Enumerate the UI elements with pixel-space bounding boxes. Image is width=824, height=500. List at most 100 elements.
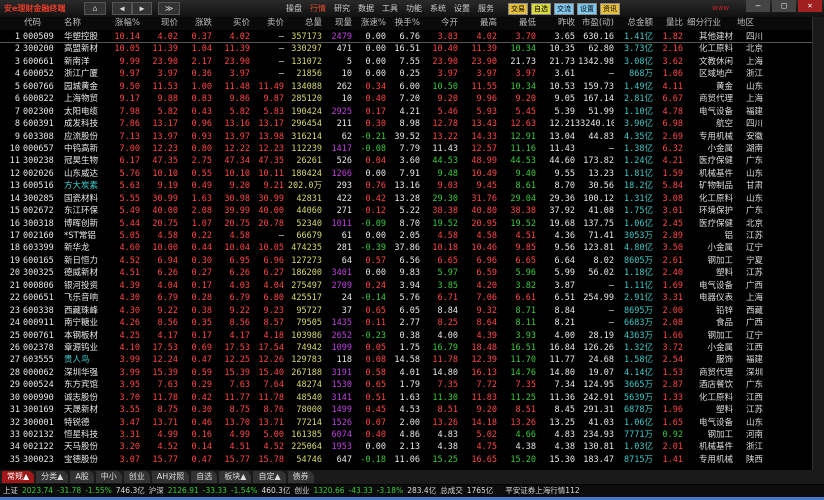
table-row[interactable]: 28 000062 深圳华强 3.99 15.39 0.59 15.39 15.40 26718… xyxy=(0,367,812,379)
column-header[interactable]: 名称 xyxy=(64,18,82,28)
back-button[interactable]: ◀ xyxy=(112,2,132,15)
table-row[interactable]: 34 002122 天马股份 3.20 4.52 0.14 4.51 4.52 225064 19… xyxy=(0,441,812,453)
column-header[interactable]: 今开 xyxy=(440,18,458,28)
tab-9[interactable]: 债券 xyxy=(287,471,314,483)
stock-name: 德威新材 xyxy=(64,268,99,279)
quick-button[interactable]: 交流 xyxy=(554,3,574,15)
table-row[interactable]: 21 000806 银河投资 4.39 4.04 0.17 4.03 4.04 275497 27… xyxy=(0,280,812,292)
table-row[interactable]: 29 000524 东方宾馆 3.95 7.63 0.29 7.63 7.64 48274 153… xyxy=(0,379,812,391)
tab-7[interactable]: 板块▲ xyxy=(219,471,252,483)
forward-button[interactable]: ▶ xyxy=(132,2,152,15)
vertical-scrollbar[interactable] xyxy=(812,17,824,470)
menu-item[interactable]: 行情 xyxy=(310,4,326,13)
menu-item[interactable]: 功能 xyxy=(406,4,422,13)
speed-pct: 0.04 xyxy=(365,156,386,167)
table-row[interactable]: 8 600391 成发科技 7.86 13.17 0.96 13.16 13.17 296454… xyxy=(0,118,812,130)
menu-item[interactable]: 服务 xyxy=(478,4,494,13)
table-row[interactable]: 20 300325 德威新材 4.51 6.26 0.27 6.26 6.27 186200 34… xyxy=(0,267,812,279)
table-row[interactable]: 6 600822 上海物贸 9.17 9.88 0.83 9.86 9.87 285120 10 0… xyxy=(0,93,812,105)
tab-1[interactable]: 分类▲ xyxy=(36,471,69,483)
table-row[interactable]: 12 002026 山东威达 5.76 10.10 0.55 10.10 10.11 18042… xyxy=(0,168,812,180)
table-row[interactable]: 30 000990 诚志股份 3.70 11.78 0.42 11.77 11.78 48540… xyxy=(0,392,812,404)
table-row[interactable]: 9 603308 应流股份 7.13 13.97 0.93 13.97 13.98 316214… xyxy=(0,131,812,143)
menu-item[interactable]: 设置 xyxy=(454,4,470,13)
table-row[interactable]: 22 600651 飞乐音响 4.30 6.79 0.28 6.79 6.80 425517 24… xyxy=(0,292,812,304)
minimize-button[interactable]: – xyxy=(746,0,770,12)
table-row[interactable]: 2 300200 高盟新材 10.05 11.39 1.04 11.39 — 330297 471… xyxy=(0,43,812,55)
menu-item[interactable]: 系统 xyxy=(430,4,446,13)
column-header[interactable]: 量比 xyxy=(665,18,683,28)
tab-2[interactable]: A股 xyxy=(70,471,94,483)
column-header[interactable]: 总量 xyxy=(304,18,322,28)
column-header[interactable]: 地区 xyxy=(737,18,755,28)
column-header[interactable]: 买价 xyxy=(232,18,250,28)
stock-name: 浙江广厦 xyxy=(64,69,99,80)
column-header[interactable]: 涨速% xyxy=(360,18,386,28)
column-header[interactable]: 市盈(动) xyxy=(581,18,614,28)
column-header[interactable]: 现量 xyxy=(334,18,352,28)
quick-button[interactable]: 自选 xyxy=(531,3,551,15)
high: 14.18 xyxy=(471,417,497,428)
quick-button[interactable]: 资讯 xyxy=(600,3,620,15)
table-row[interactable]: 18 603399 新华龙 4.60 10.00 0.44 10.04 10.05 474235… xyxy=(0,242,812,254)
home-button[interactable]: ⌂ xyxy=(84,2,106,15)
quick-button[interactable]: 交易 xyxy=(508,3,528,15)
column-header[interactable]: 卖价 xyxy=(266,18,284,28)
expand-button[interactable]: ≫ xyxy=(158,2,180,15)
tab-3[interactable]: 中小 xyxy=(95,471,122,483)
maximize-button[interactable]: □ xyxy=(772,0,796,12)
table-row[interactable]: 33 002132 恒星科技 3.31 4.99 0.16 4.99 5.00 161385 60… xyxy=(0,429,812,441)
column-header[interactable]: 细分行业 xyxy=(687,18,722,28)
tab-0[interactable]: 常规▲ xyxy=(2,471,35,483)
table-row[interactable]: 7 002300 太阳电缆 7.98 5.82 0.43 5.82 5.83 190424 292… xyxy=(0,106,812,118)
speed-pct: 0.57 xyxy=(365,255,386,266)
column-header[interactable]: 总金额 xyxy=(627,18,653,28)
volume: 112239 xyxy=(291,143,322,154)
close-button[interactable]: ✕ xyxy=(798,0,822,12)
menu-item[interactable]: 工具 xyxy=(382,4,398,13)
column-header[interactable]: 涨幅% xyxy=(114,18,140,28)
column-header[interactable]: 代码 xyxy=(24,18,42,28)
change: 0.36 xyxy=(191,69,212,80)
table-row[interactable]: 27 603555 贵人鸟 3.99 12.24 0.47 12.25 12.26 129783… xyxy=(0,354,812,366)
table-row[interactable]: 1 000509 华塑控股 10.14 4.02 0.37 4.02 — 357173 2479 0… xyxy=(0,31,812,44)
prev-close: 11.77 xyxy=(549,355,575,366)
table-row[interactable]: 5 600766 园城黄金 9.50 11.53 1.00 11.48 11.49 134088… xyxy=(0,81,812,93)
table-row[interactable]: 13 600516 方大炭素 5.63 9.19 0.49 9.20 9.21 202.0万 29… xyxy=(0,180,812,192)
table-row[interactable]: 24 000911 南宁糖业 4.26 8.56 0.35 8.56 8.57 79505 143… xyxy=(0,317,812,329)
table-row[interactable]: 23 600338 西藏珠峰 4.30 9.22 0.38 9.22 9.23 95727 37 0… xyxy=(0,305,812,317)
tab-5[interactable]: AH对照 xyxy=(151,471,190,483)
industry: 电气设备 xyxy=(698,417,733,428)
column-header[interactable]: 最高 xyxy=(479,18,497,28)
column-header[interactable]: 换手% xyxy=(394,18,420,28)
table-row[interactable]: 3 600661 新南洋 9.99 23.90 2.17 23.90 — 131072 5 0.00… xyxy=(0,56,812,68)
table-row[interactable]: 32 300001 特锐德 3.47 13.71 0.46 13.70 13.71 77214 1… xyxy=(0,417,812,429)
column-header[interactable]: 最低 xyxy=(518,18,536,28)
tab-4[interactable]: 创业 xyxy=(123,471,150,483)
table-row[interactable]: 15 002672 东江环保 5.49 40.00 2.08 39.99 40.00 44060… xyxy=(0,205,812,217)
region: 广东 xyxy=(745,380,763,391)
column-header[interactable]: 昨收 xyxy=(557,18,575,28)
table-row[interactable]: 17 002160 *ST常铝 5.05 4.58 0.22 4.58 — 66679 61 0.0… xyxy=(0,230,812,242)
column-header[interactable] xyxy=(0,17,20,30)
menu-item[interactable]: 操盘 xyxy=(286,4,302,13)
quick-button[interactable]: 设置 xyxy=(577,3,597,15)
table-row[interactable]: 19 600165 新日恒力 4.52 6.94 0.30 6.95 6.96 127273 64… xyxy=(0,255,812,267)
table-row[interactable]: 11 300238 冠昊生物 6.17 47.35 2.75 47.34 47.35 26261… xyxy=(0,155,812,167)
table-row[interactable]: 16 300318 博晖创新 5.44 20.75 1.07 20.75 20.78 52340… xyxy=(0,218,812,230)
column-header[interactable]: 现价 xyxy=(160,18,178,28)
prev-close: 11.36 xyxy=(549,392,575,403)
tab-8[interactable]: 自定▲ xyxy=(253,471,286,483)
table-row[interactable]: 35 300023 宝德股份 3.07 15.77 0.47 15.77 15.78 54746… xyxy=(0,454,812,466)
table-row[interactable]: 31 300169 天晟新材 3.55 8.75 0.30 8.75 8.76 78000 149… xyxy=(0,404,812,416)
table-row[interactable]: 10 000657 中钨高新 7.00 12.23 0.80 12.22 12.23 11223… xyxy=(0,143,812,155)
column-header[interactable]: 涨跌 xyxy=(194,18,212,28)
table-row[interactable]: 14 300285 国瓷材料 5.55 30.99 1.63 30.98 30.99 42831… xyxy=(0,193,812,205)
table-row[interactable]: 26 002378 章源钨业 4.10 17.53 0.69 17.53 17.54 74942… xyxy=(0,342,812,354)
tab-6[interactable]: 自选 xyxy=(191,471,218,483)
table-row[interactable]: 4 600052 浙江广厦 9.97 3.97 0.36 3.97 — 21856 10 0.00 0… xyxy=(0,68,812,80)
menu-item[interactable]: 研究 xyxy=(334,4,350,13)
menu-item[interactable]: 数据 xyxy=(358,4,374,13)
table-row[interactable]: 25 000761 本钢板材 4.25 4.17 0.17 4.17 4.18 103986 26… xyxy=(0,330,812,342)
speed-pct: 0.00 xyxy=(365,32,386,42)
